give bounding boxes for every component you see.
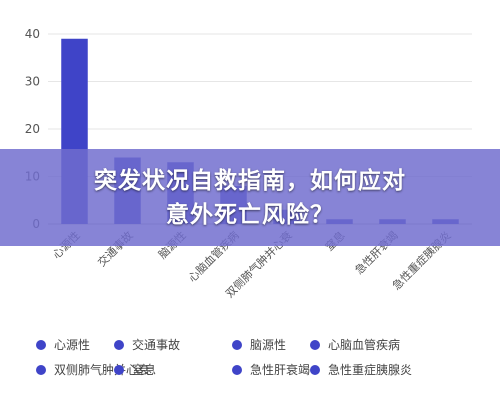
legend-item: 交通事故 [114, 336, 232, 353]
legend-swatch [310, 339, 320, 350]
chart-legend: 心源性 交通事故 脑源性 心脑血管疾病双侧肺气肿并心衰 窒息 急性肝衰竭 急性重症胰腺炎 [36, 336, 486, 378]
legend-swatch [232, 339, 242, 350]
legend-swatch [310, 364, 320, 375]
legend-label: 急性重症胰腺炎 [328, 363, 413, 377]
legend-label: 急性肝衰竭 [250, 363, 311, 377]
legend-label: 脑源性 [250, 338, 287, 352]
legend-swatch [114, 364, 124, 375]
legend-item: 脑源性 [232, 336, 310, 353]
legend-label: 双侧肺气肿并心衰 [54, 363, 151, 377]
legend-swatch [36, 364, 46, 375]
legend-label: 心源性 [54, 338, 91, 352]
legend-label: 心脑血管疾病 [328, 338, 401, 352]
banner-title-line-2: 意外死亡风险？ [166, 201, 334, 228]
legend-item: 急性肝衰竭 [232, 361, 310, 378]
legend-label: 窒息 [132, 363, 157, 377]
legend-item: 双侧肺气肿并心衰 [36, 361, 150, 378]
legend-swatch [232, 364, 242, 375]
legend-item: 心源性 [36, 336, 114, 353]
banner-title-line-1: 突发状况自救指南，如何应对 [94, 167, 406, 194]
legend-label: 交通事故 [132, 338, 181, 352]
y-tick-label: 30 [25, 75, 40, 89]
legend-item: 急性重症胰腺炎 [310, 361, 486, 378]
legend-swatch [114, 339, 124, 350]
legend-swatch [36, 339, 46, 350]
y-tick-label: 20 [25, 122, 40, 136]
y-tick-label: 40 [25, 27, 40, 41]
title-banner: 突发状况自救指南，如何应对 意外死亡风险？ [0, 149, 500, 246]
legend-item: 窒息 [114, 361, 232, 378]
legend-item: 心脑血管疾病 [310, 336, 486, 353]
